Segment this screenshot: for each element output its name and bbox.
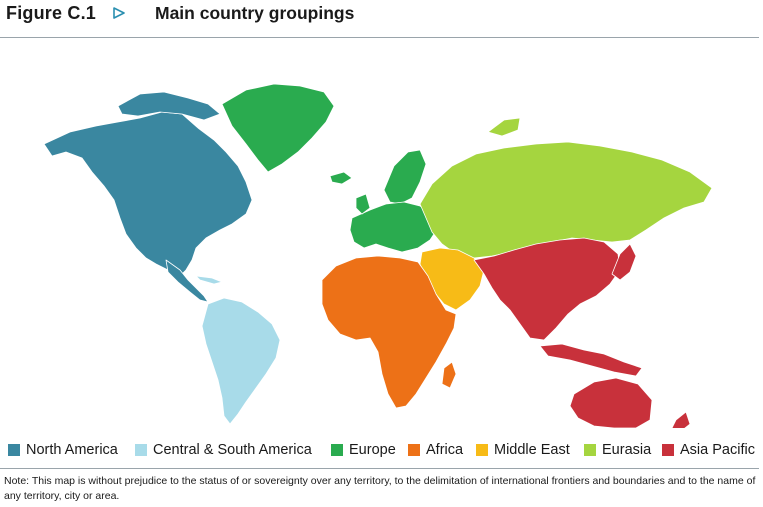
scandinavia bbox=[383, 149, 427, 205]
indonesia-philippines bbox=[539, 343, 643, 377]
region-north-america bbox=[43, 91, 253, 303]
figure-header: Figure C.1 Main country groupings bbox=[0, 0, 763, 38]
south-america bbox=[201, 297, 281, 425]
legend-swatch-europe bbox=[331, 444, 343, 456]
iceland bbox=[329, 171, 353, 185]
legend-item-asia-pacific: Asia Pacific bbox=[662, 440, 755, 460]
legend-label-central-south-america: Central & South America bbox=[153, 442, 312, 458]
legend-item-europe: Europe bbox=[331, 440, 396, 460]
legend-label-eurasia: Eurasia bbox=[602, 442, 652, 458]
legend-label-middle-east: Middle East bbox=[494, 442, 570, 458]
china-india-southeast-asia bbox=[473, 237, 621, 341]
great-britain bbox=[355, 193, 371, 215]
russia-central-asia bbox=[419, 141, 713, 259]
footer-divider bbox=[0, 468, 759, 469]
figure-title: Main country groupings bbox=[155, 3, 355, 23]
legend-swatch-asia-pacific bbox=[662, 444, 674, 456]
region-europe bbox=[221, 83, 439, 253]
australia bbox=[569, 377, 653, 428]
legend-item-middle-east: Middle East bbox=[476, 440, 570, 460]
legend-item-eurasia: Eurasia bbox=[584, 440, 651, 460]
continental-europe bbox=[349, 201, 439, 253]
north-america-mainland bbox=[43, 111, 253, 277]
world-map bbox=[43, 83, 713, 428]
legend-item-central-south-america: Central & South America bbox=[135, 440, 312, 460]
arctic-islands-eurasia bbox=[487, 117, 521, 137]
map-legend: North America Central & South America Eu… bbox=[0, 440, 763, 460]
african-continent bbox=[321, 255, 457, 409]
canadian-arctic-islands bbox=[117, 91, 221, 121]
legend-swatch-central-south-america bbox=[135, 444, 147, 456]
region-eurasia bbox=[419, 117, 713, 259]
legend-label-africa: Africa bbox=[426, 442, 464, 458]
region-asia-pacific bbox=[473, 237, 691, 428]
legend-swatch-africa bbox=[408, 444, 420, 456]
legend-label-asia-pacific: Asia Pacific bbox=[680, 442, 755, 458]
central-america bbox=[165, 259, 209, 303]
region-africa bbox=[321, 255, 457, 409]
new-zealand bbox=[671, 411, 691, 428]
legend-swatch-north-america bbox=[8, 444, 20, 456]
legend-label-north-america: North America bbox=[26, 442, 118, 458]
madagascar bbox=[441, 361, 457, 389]
map-disclaimer-note: Note: This map is without prejudice to t… bbox=[4, 475, 756, 502]
play-arrow-icon bbox=[113, 7, 125, 19]
japan bbox=[611, 243, 637, 281]
legend-swatch-middle-east bbox=[476, 444, 488, 456]
region-central-south-america bbox=[195, 275, 281, 425]
legend-item-africa: Africa bbox=[408, 440, 463, 460]
legend-swatch-eurasia bbox=[584, 444, 596, 456]
figure-label: Figure C.1 bbox=[6, 3, 97, 23]
greenland bbox=[221, 83, 335, 173]
caribbean-islands bbox=[195, 275, 223, 285]
header-divider bbox=[0, 37, 759, 38]
legend-item-north-america: North America bbox=[8, 440, 118, 460]
legend-label-europe: Europe bbox=[349, 442, 396, 458]
